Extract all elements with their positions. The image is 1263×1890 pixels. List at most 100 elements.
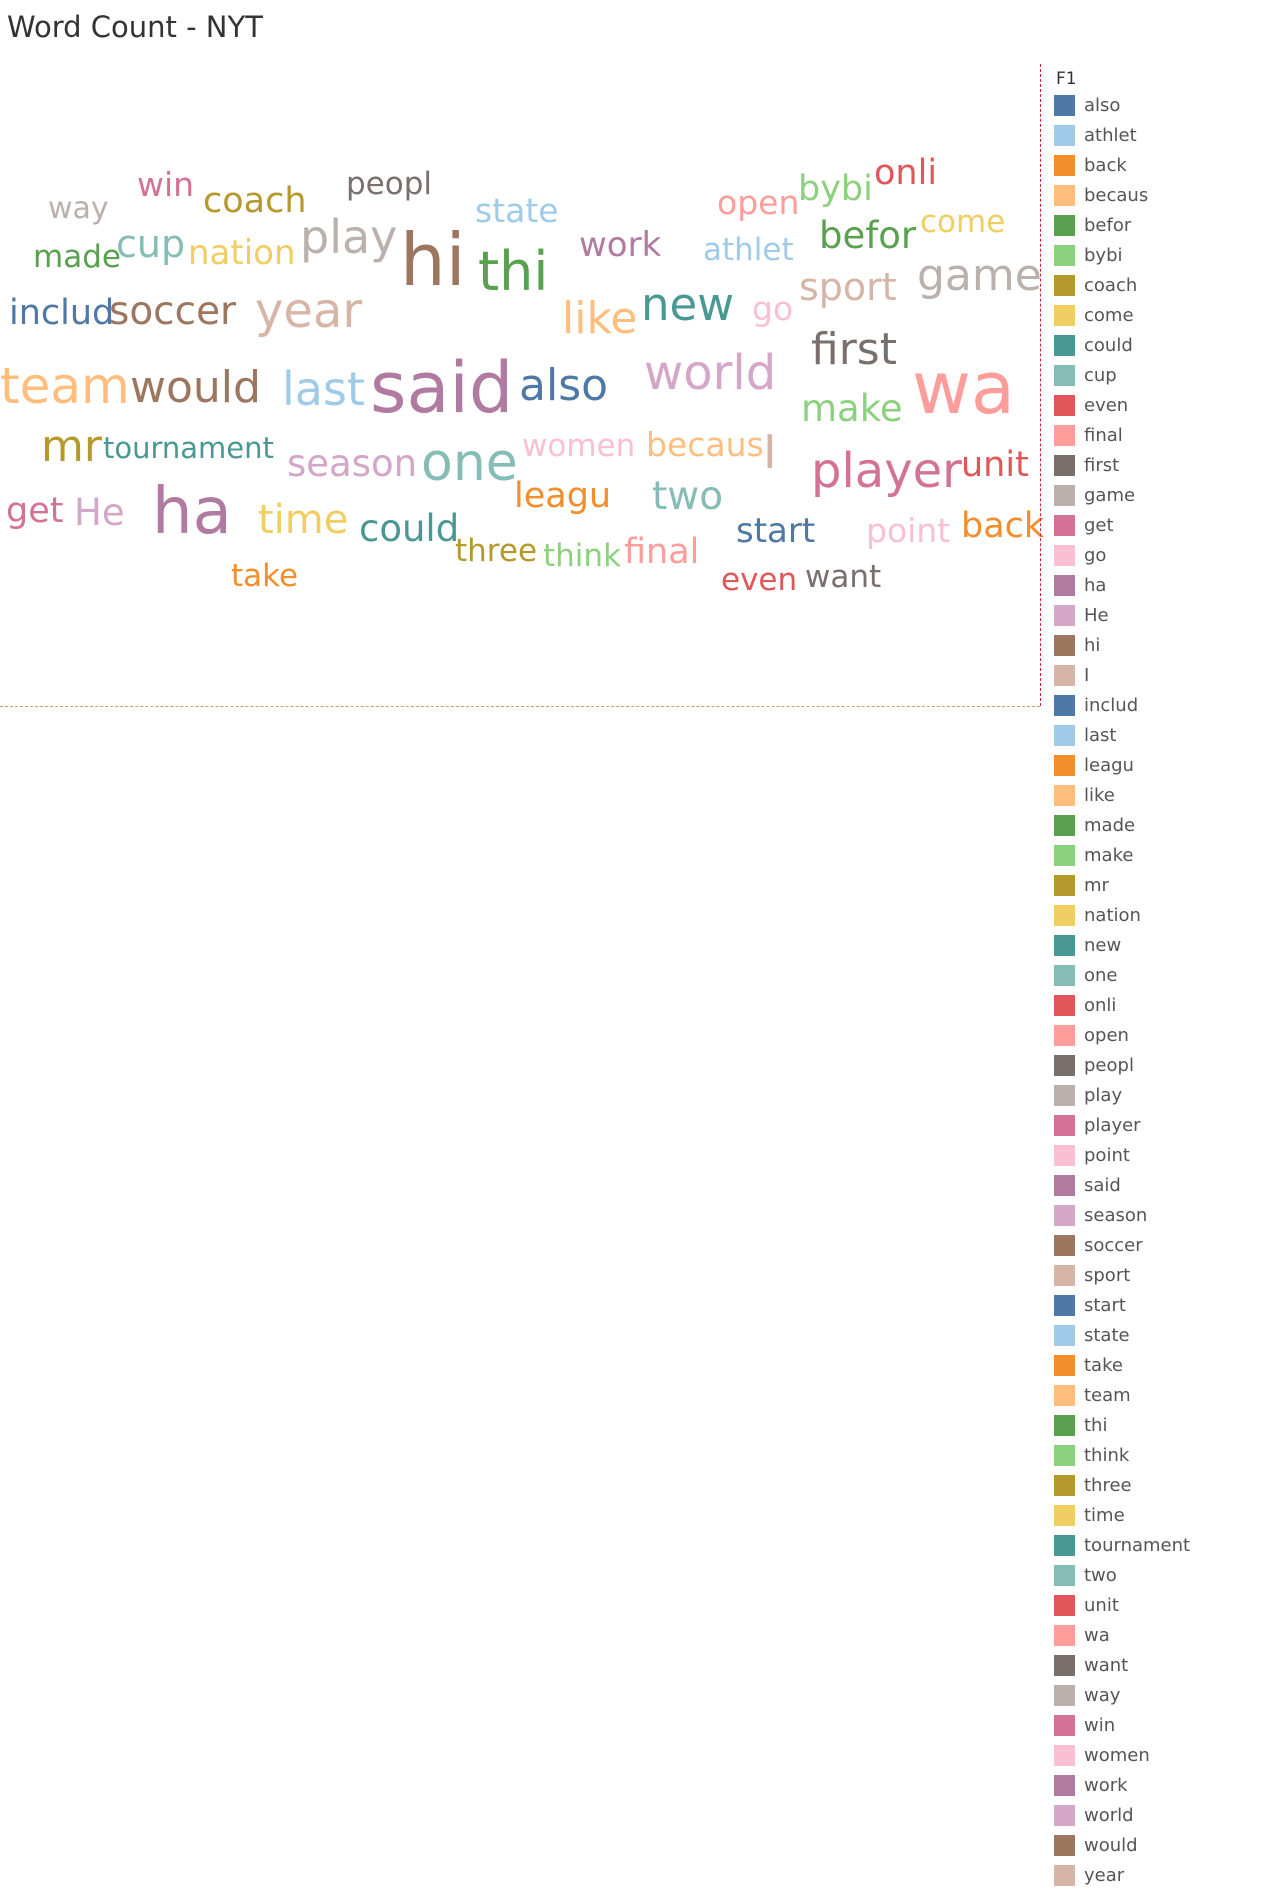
legend-label: tournament xyxy=(1084,1534,1191,1556)
legend-swatch xyxy=(1054,424,1075,446)
cloud-word-onli: onli xyxy=(874,153,937,193)
legend-item-hi[interactable]: hi xyxy=(1054,630,1254,660)
legend-swatch xyxy=(1054,604,1075,626)
legend-item-open[interactable]: open xyxy=(1054,1020,1254,1050)
legend-swatch xyxy=(1054,1384,1075,1406)
legend-label: nation xyxy=(1084,904,1141,926)
legend-item-tournament[interactable]: tournament xyxy=(1054,1530,1254,1560)
legend-item-like[interactable]: like xyxy=(1054,780,1254,810)
cloud-word-athlet: athlet xyxy=(703,232,794,268)
legend-item-peopl[interactable]: peopl xyxy=(1054,1050,1254,1080)
legend-label: way xyxy=(1084,1684,1121,1706)
legend-item-back[interactable]: back xyxy=(1054,150,1254,180)
legend-swatch xyxy=(1054,154,1075,176)
legend-item-year[interactable]: year xyxy=(1054,1860,1254,1890)
legend-label: made xyxy=(1084,814,1136,836)
legend-item-start[interactable]: start xyxy=(1054,1290,1254,1320)
legend-item-player[interactable]: player xyxy=(1054,1110,1254,1140)
legend-swatch xyxy=(1054,1504,1075,1526)
legend-item-i[interactable]: I xyxy=(1054,660,1254,690)
legend-item-cup[interactable]: cup xyxy=(1054,360,1254,390)
legend-label: point xyxy=(1084,1144,1130,1166)
legend-item-could[interactable]: could xyxy=(1054,330,1254,360)
legend-item-even[interactable]: even xyxy=(1054,390,1254,420)
legend-item-sport[interactable]: sport xyxy=(1054,1260,1254,1290)
legend-item-first[interactable]: first xyxy=(1054,450,1254,480)
legend-item-athlet[interactable]: athlet xyxy=(1054,120,1254,150)
legend-item-think[interactable]: think xyxy=(1054,1440,1254,1470)
legend-item-wa[interactable]: wa xyxy=(1054,1620,1254,1650)
legend-item-leagu[interactable]: leagu xyxy=(1054,750,1254,780)
legend-item-also[interactable]: also xyxy=(1054,90,1254,120)
legend-item-said[interactable]: said xyxy=(1054,1170,1254,1200)
cloud-area-right-edge xyxy=(1040,64,1041,706)
legend-item-time[interactable]: time xyxy=(1054,1500,1254,1530)
cloud-word-time: time xyxy=(258,497,348,543)
legend-item-season[interactable]: season xyxy=(1054,1200,1254,1230)
legend-swatch xyxy=(1054,754,1075,776)
legend-item-want[interactable]: want xyxy=(1054,1650,1254,1680)
legend-item-would[interactable]: would xyxy=(1054,1830,1254,1860)
legend-item-bybi[interactable]: bybi xyxy=(1054,240,1254,270)
legend-item-game[interactable]: game xyxy=(1054,480,1254,510)
legend-swatch xyxy=(1054,1564,1075,1586)
legend-item-two[interactable]: two xyxy=(1054,1560,1254,1590)
legend-item-women[interactable]: women xyxy=(1054,1740,1254,1770)
legend-item-he[interactable]: He xyxy=(1054,600,1254,630)
cloud-word-women: women xyxy=(522,428,635,464)
legend-item-ha[interactable]: ha xyxy=(1054,570,1254,600)
cloud-word-season: season xyxy=(287,442,417,485)
cloud-word-tournament: tournament xyxy=(103,431,274,465)
legend-item-becaus[interactable]: becaus xyxy=(1054,180,1254,210)
legend-label: coach xyxy=(1084,274,1138,296)
cloud-word-coach: coach xyxy=(203,181,307,221)
legend-item-way[interactable]: way xyxy=(1054,1680,1254,1710)
legend-item-unit[interactable]: unit xyxy=(1054,1590,1254,1620)
cloud-word-game: game xyxy=(917,250,1042,301)
legend-item-three[interactable]: three xyxy=(1054,1470,1254,1500)
legend-item-world[interactable]: world xyxy=(1054,1800,1254,1830)
legend-swatch xyxy=(1054,1324,1075,1346)
legend-item-made[interactable]: made xyxy=(1054,810,1254,840)
legend-item-work[interactable]: work xyxy=(1054,1770,1254,1800)
legend-item-befor[interactable]: befor xyxy=(1054,210,1254,240)
legend-item-point[interactable]: point xyxy=(1054,1140,1254,1170)
legend-item-team[interactable]: team xyxy=(1054,1380,1254,1410)
legend-item-new[interactable]: new xyxy=(1054,930,1254,960)
legend-item-take[interactable]: take xyxy=(1054,1350,1254,1380)
legend-swatch xyxy=(1054,454,1075,476)
legend-item-thi[interactable]: thi xyxy=(1054,1410,1254,1440)
legend-swatch xyxy=(1054,1864,1075,1886)
legend-item-last[interactable]: last xyxy=(1054,720,1254,750)
legend-item-come[interactable]: come xyxy=(1054,300,1254,330)
legend-label: mr xyxy=(1084,874,1109,896)
legend-item-coach[interactable]: coach xyxy=(1054,270,1254,300)
legend-swatch xyxy=(1054,394,1075,416)
legend-item-onli[interactable]: onli xyxy=(1054,990,1254,1020)
legend-swatch xyxy=(1054,1444,1075,1466)
legend-item-final[interactable]: final xyxy=(1054,420,1254,450)
legend-item-play[interactable]: play xyxy=(1054,1080,1254,1110)
legend-item-soccer[interactable]: soccer xyxy=(1054,1230,1254,1260)
legend-item-one[interactable]: one xyxy=(1054,960,1254,990)
legend-item-nation[interactable]: nation xyxy=(1054,900,1254,930)
legend-item-includ[interactable]: includ xyxy=(1054,690,1254,720)
legend-item-win[interactable]: win xyxy=(1054,1710,1254,1740)
legend-label: also xyxy=(1084,94,1121,116)
legend-item-make[interactable]: make xyxy=(1054,840,1254,870)
legend-swatch xyxy=(1054,214,1075,236)
legend-swatch xyxy=(1054,994,1075,1016)
legend-item-go[interactable]: go xyxy=(1054,540,1254,570)
cloud-word-state: state xyxy=(475,191,559,230)
legend-swatch xyxy=(1054,964,1075,986)
cloud-word-back: back xyxy=(961,506,1045,546)
legend-item-mr[interactable]: mr xyxy=(1054,870,1254,900)
legend-item-state[interactable]: state xyxy=(1054,1320,1254,1350)
cloud-word-includ: includ xyxy=(9,293,114,333)
legend-swatch xyxy=(1054,1144,1075,1166)
cloud-word-work: work xyxy=(579,225,662,265)
legend-swatch xyxy=(1054,784,1075,806)
legend-label: includ xyxy=(1084,694,1139,716)
legend-label: think xyxy=(1084,1444,1130,1466)
legend-item-get[interactable]: get xyxy=(1054,510,1254,540)
